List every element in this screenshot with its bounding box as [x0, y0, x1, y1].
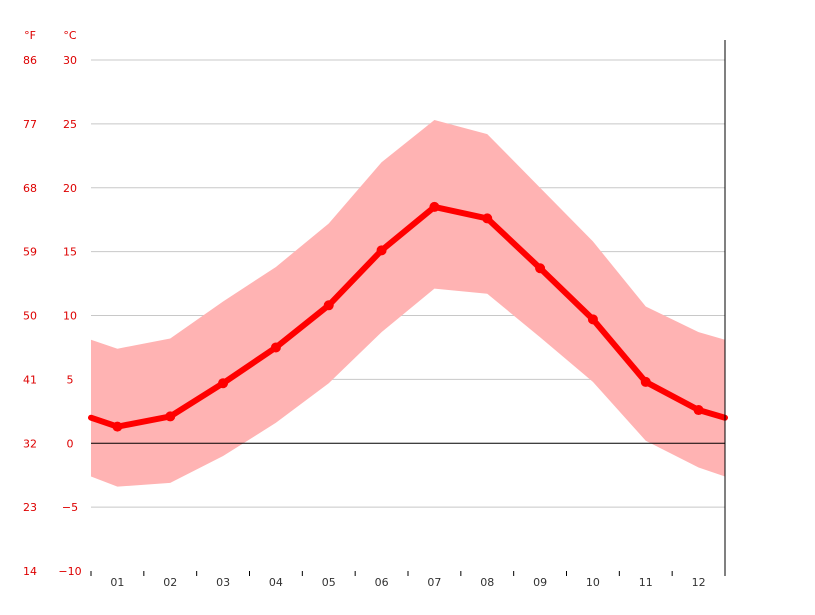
average-line [88, 203, 728, 430]
fahrenheit-tick-label: 50 [23, 310, 37, 323]
month-tick-label: 09 [533, 576, 547, 589]
line-layer [88, 201, 728, 432]
month-tick-label: 12 [692, 576, 706, 589]
fahrenheit-tick-label: 23 [23, 501, 37, 514]
fahrenheit-tick-label: 77 [23, 118, 37, 131]
fahrenheit-tick-label: 59 [23, 246, 37, 259]
celsius-tick-label: −5 [62, 501, 78, 514]
average-point [482, 213, 493, 224]
month-tick-label: 10 [586, 576, 600, 589]
average-point [218, 378, 229, 389]
average-point [323, 300, 334, 311]
average-point [376, 245, 387, 256]
fahrenheit-tick-label: 86 [23, 54, 37, 67]
fahrenheit-tick-label: 14 [23, 565, 37, 578]
celsius-tick-label: 0 [67, 437, 74, 450]
average-point [693, 405, 704, 416]
celsius-tick-label: 15 [63, 246, 77, 259]
month-tick-label: 06 [375, 576, 389, 589]
month-tick-label: 11 [639, 576, 653, 589]
average-point [165, 411, 176, 422]
fahrenheit-unit-label: °F [24, 29, 36, 42]
month-tick-label: 03 [216, 576, 230, 589]
fahrenheit-tick-label: 41 [23, 373, 37, 386]
month-tick-label: 04 [269, 576, 283, 589]
month-tick-label: 01 [110, 576, 124, 589]
min-max-band [91, 120, 725, 487]
fahrenheit-tick-label: 32 [23, 437, 37, 450]
average-point [112, 421, 123, 432]
celsius-tick-label: 30 [63, 54, 77, 67]
fahrenheit-tick-label: 68 [23, 182, 37, 195]
average-point [587, 314, 598, 325]
month-tick-label: 07 [427, 576, 441, 589]
band-layer [91, 120, 725, 487]
average-point [640, 376, 651, 387]
average-point [429, 201, 440, 212]
celsius-tick-label: 25 [63, 118, 77, 131]
average-point [270, 342, 281, 353]
month-tick-label: 05 [322, 576, 336, 589]
axis-layer: 86 30 77 25 68 20 59 15 50 10 41 5 32 0 23 −5 14 −10 01 02 0… [23, 40, 726, 589]
celsius-tick-label: −10 [58, 565, 81, 578]
celsius-tick-label: 5 [67, 373, 74, 386]
month-tick-label: 08 [480, 576, 494, 589]
celsius-tick-label: 20 [63, 182, 77, 195]
celsius-tick-label: 10 [63, 310, 77, 323]
month-tick-label: 02 [163, 576, 177, 589]
celsius-unit-label: °C [63, 29, 77, 42]
average-point [535, 263, 546, 274]
